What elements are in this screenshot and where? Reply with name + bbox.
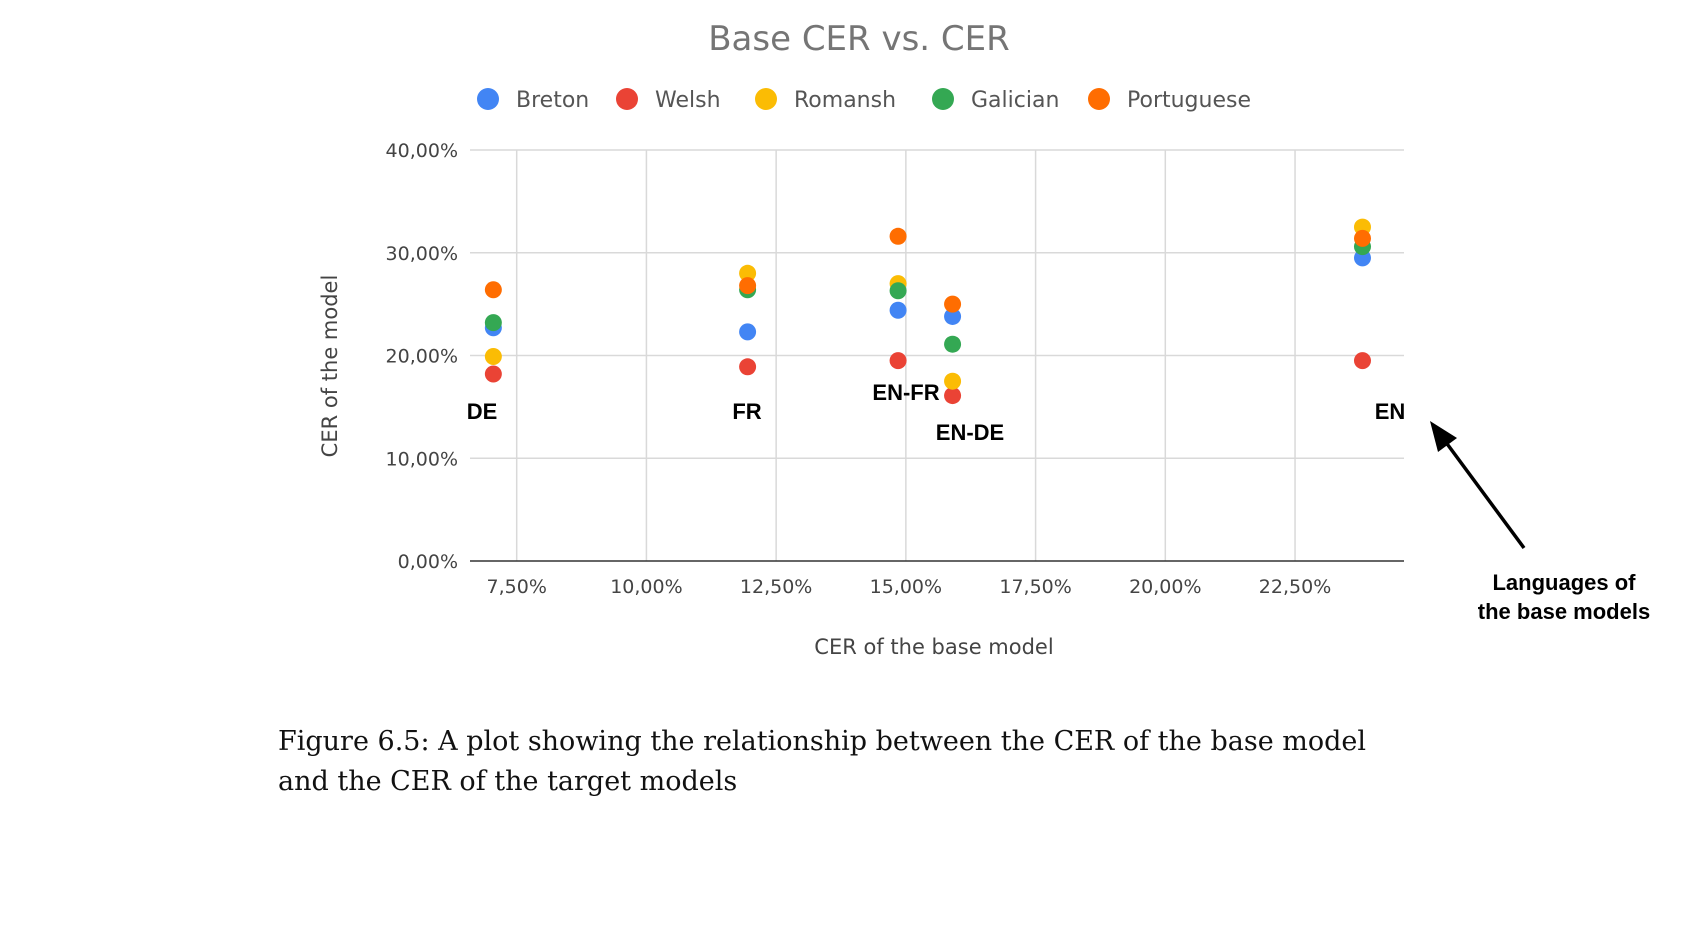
data-point — [739, 323, 757, 341]
data-point — [1353, 352, 1371, 370]
scatter-chart: Base CER vs. CER Breton Welsh Romansh Galic… — [318, 19, 1650, 659]
legend-marker — [932, 88, 954, 110]
y-tick-label: 10,00% — [386, 448, 458, 470]
legend-item: Portuguese — [1088, 88, 1251, 113]
data-point — [739, 358, 757, 376]
legend-label: Breton — [516, 88, 589, 113]
annotation-en: EN — [1375, 399, 1406, 424]
annotation-arrow — [1430, 421, 1526, 550]
data-point — [739, 277, 757, 295]
legend-marker — [755, 88, 777, 110]
caption-line-2: and the CER of the target models — [278, 766, 738, 797]
data-point — [889, 227, 907, 245]
chart-title: Base CER vs. CER — [708, 19, 1010, 59]
legend-item: Galician — [932, 88, 1059, 113]
data-point — [944, 387, 962, 405]
data-point — [889, 301, 907, 319]
legend-item: Welsh — [616, 88, 721, 113]
legend-marker — [1088, 88, 1110, 110]
data-point — [944, 307, 962, 325]
y-tick-label: 40,00% — [386, 140, 458, 162]
x-tick-label: 22,50% — [1259, 576, 1331, 598]
legend-label: Romansh — [794, 88, 896, 113]
legend-marker — [477, 88, 499, 110]
arrow-label-line-1: Languages of — [1492, 570, 1636, 595]
x-tick-label: 17,50% — [999, 576, 1071, 598]
data-point — [484, 281, 502, 299]
x-gridlines — [515, 150, 1296, 561]
x-axis-ticks: 7,50% 10,00% 12,50% 15,00% 17,50% 20,00% 22,50… — [487, 576, 1332, 598]
data-point — [889, 282, 907, 300]
x-axis-label: CER of the base model — [814, 635, 1053, 659]
legend-marker — [616, 88, 638, 110]
series-welsh — [484, 352, 1371, 405]
data-point — [484, 314, 502, 332]
data-point — [944, 295, 962, 313]
series-breton — [484, 249, 1371, 341]
annotation-fr: FR — [732, 399, 761, 424]
y-tick-label: 0,00% — [398, 551, 458, 573]
y-tick-label: 30,00% — [386, 243, 458, 265]
y-tick-label: 20,00% — [386, 346, 458, 368]
data-point — [484, 365, 502, 383]
annotation-en-fr: EN-FR — [872, 380, 939, 405]
data-point — [944, 335, 962, 353]
legend-label: Galician — [971, 88, 1059, 113]
series-galician — [484, 238, 1371, 353]
legend-label: Portuguese — [1127, 88, 1251, 113]
legend-item: Breton — [477, 88, 589, 113]
data-point — [484, 348, 502, 366]
arrow-label-line-2: the base models — [1478, 599, 1650, 624]
x-tick-label: 10,00% — [610, 576, 682, 598]
x-tick-label: 15,00% — [870, 576, 942, 598]
series-romansh — [484, 218, 1371, 390]
y-gridlines — [470, 149, 1404, 459]
annotation-de: DE — [467, 399, 498, 424]
figure-caption: Figure 6.5: A plot showing the relations… — [278, 722, 1458, 802]
x-tick-label: 20,00% — [1129, 576, 1201, 598]
y-axis-label: CER of the model — [318, 275, 342, 458]
x-tick-label: 12,50% — [740, 576, 812, 598]
data-point — [1353, 229, 1371, 247]
annotation-en-de: EN-DE — [936, 420, 1004, 445]
x-tick-label: 7,50% — [487, 576, 547, 598]
data-point — [944, 372, 962, 390]
data-points — [484, 218, 1371, 405]
series-portuguese — [484, 227, 1371, 313]
caption-line-1: Figure 6.5: A plot showing the relations… — [278, 726, 1367, 757]
legend: Breton Welsh Romansh Galician Portuguese — [477, 88, 1251, 113]
data-point — [739, 264, 757, 282]
legend-label: Welsh — [655, 88, 721, 113]
legend-item: Romansh — [755, 88, 896, 113]
data-point — [889, 352, 907, 370]
y-axis-ticks: 0,00% 10,00% 20,00% 30,00% 40,00% — [386, 140, 458, 573]
